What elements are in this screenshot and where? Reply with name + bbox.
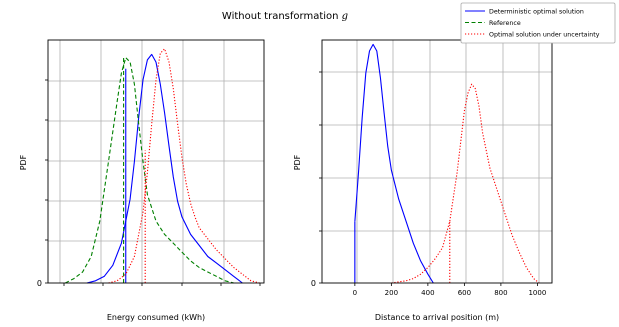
plot-frame: [47, 39, 265, 284]
y-tick-label: 0: [37, 279, 42, 288]
figure-title: Without transformation g: [222, 11, 348, 22]
series-line: [354, 43, 434, 284]
legend-label: Reference: [489, 20, 521, 27]
x-tick-label: 200: [385, 289, 398, 297]
y-axis-label: PDF: [293, 154, 302, 170]
distance-chart: 0 200 400 600 800 1000 0 Distance to arrival po…: [293, 39, 553, 322]
legend-box: [460, 2, 616, 44]
x-tick-label: 400: [421, 289, 434, 297]
figure-title-symbol: g: [342, 11, 348, 22]
y-tick-label: 0: [311, 279, 316, 288]
series-line: [86, 53, 243, 284]
x-tick-label: 800: [494, 289, 507, 297]
x-axis-label: Energy consumed (kWh): [107, 313, 205, 322]
x-axis-label: Distance to arrival position (m): [375, 313, 499, 322]
series-line: [108, 48, 260, 284]
series-line: [65, 57, 234, 284]
legend: Deterministic optimal solution Reference O…: [460, 2, 616, 44]
x-tick-label: 1000: [528, 289, 546, 297]
series-line: [391, 83, 540, 284]
plot-frame: [321, 39, 553, 284]
legend-label: Deterministic optimal solution: [489, 8, 584, 15]
energy-chart: 0 Energy consumed (kWh) PDF: [19, 39, 265, 322]
legend-label: Optimal solution under uncertainty: [489, 31, 600, 38]
x-tick-label: 0: [353, 289, 357, 297]
y-axis-label: PDF: [19, 154, 28, 170]
x-tick-label: 600: [458, 289, 471, 297]
figure-title-text: Without transformation: [222, 11, 342, 22]
